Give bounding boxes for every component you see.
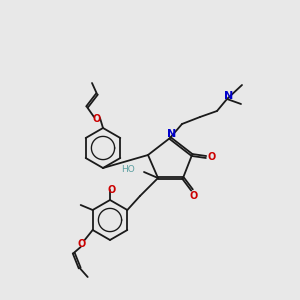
Text: O: O: [190, 191, 198, 201]
Text: O: O: [208, 152, 216, 162]
Text: O: O: [108, 185, 116, 195]
Text: N: N: [167, 129, 177, 139]
Text: HO: HO: [121, 164, 135, 173]
Text: O: O: [93, 114, 101, 124]
Text: O: O: [78, 239, 86, 249]
Text: N: N: [224, 91, 234, 101]
